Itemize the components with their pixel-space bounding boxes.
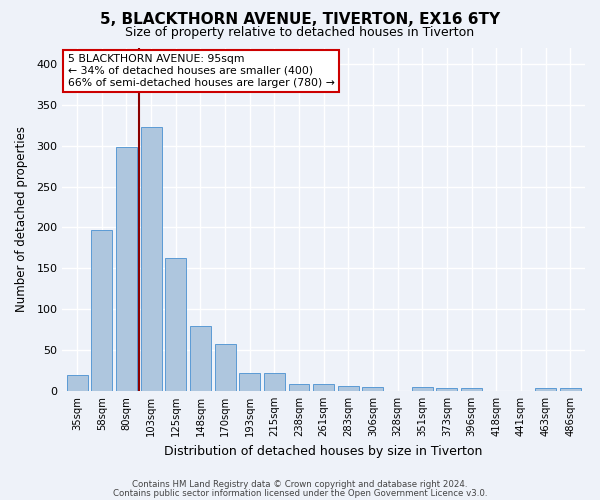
Bar: [91, 230, 112, 391]
X-axis label: Distribution of detached houses by size in Tiverton: Distribution of detached houses by size …: [164, 444, 483, 458]
Bar: [289, 384, 310, 391]
Bar: [461, 388, 482, 391]
Bar: [560, 388, 581, 391]
Bar: [190, 326, 211, 391]
Bar: [215, 344, 236, 391]
Text: 5 BLACKTHORN AVENUE: 95sqm
← 34% of detached houses are smaller (400)
66% of sem: 5 BLACKTHORN AVENUE: 95sqm ← 34% of deta…: [68, 54, 334, 88]
Bar: [67, 374, 88, 391]
Bar: [140, 127, 161, 391]
Bar: [165, 258, 186, 391]
Bar: [116, 148, 137, 391]
Bar: [338, 386, 359, 391]
Bar: [436, 388, 457, 391]
Bar: [412, 387, 433, 391]
Bar: [535, 388, 556, 391]
Text: Contains HM Land Registry data © Crown copyright and database right 2024.: Contains HM Land Registry data © Crown c…: [132, 480, 468, 489]
Y-axis label: Number of detached properties: Number of detached properties: [15, 126, 28, 312]
Text: Size of property relative to detached houses in Tiverton: Size of property relative to detached ho…: [125, 26, 475, 39]
Bar: [362, 387, 383, 391]
Bar: [264, 373, 285, 391]
Text: Contains public sector information licensed under the Open Government Licence v3: Contains public sector information licen…: [113, 489, 487, 498]
Bar: [239, 373, 260, 391]
Bar: [313, 384, 334, 391]
Text: 5, BLACKTHORN AVENUE, TIVERTON, EX16 6TY: 5, BLACKTHORN AVENUE, TIVERTON, EX16 6TY: [100, 12, 500, 28]
